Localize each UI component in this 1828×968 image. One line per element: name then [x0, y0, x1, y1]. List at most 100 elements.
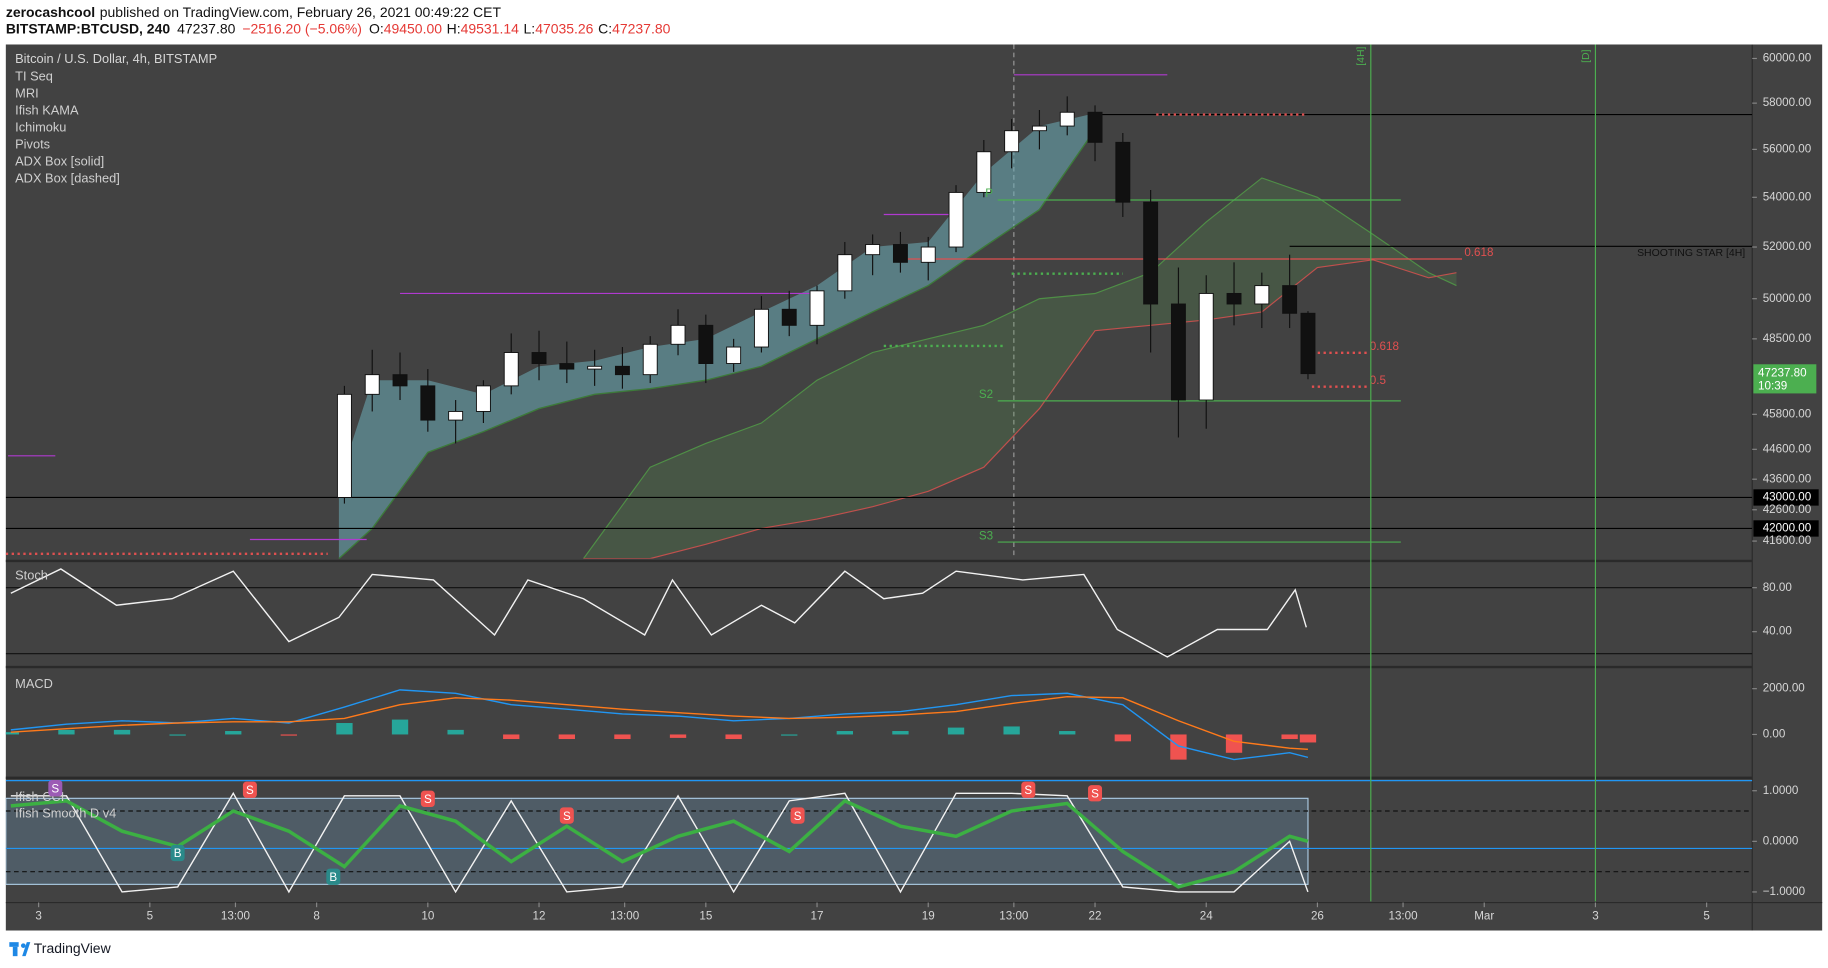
- signal-label: B: [329, 871, 337, 884]
- histogram-bar: [781, 734, 798, 736]
- signal-label: S: [424, 793, 432, 806]
- candle-body: [1087, 111, 1103, 143]
- cloud-span-b: [583, 259, 1457, 559]
- y-tick-label: 42600.00: [1763, 503, 1812, 516]
- histogram-bar: [391, 719, 409, 735]
- candle-body: [920, 246, 936, 263]
- logo-shape: [22, 942, 31, 957]
- signal-badge: [790, 807, 805, 824]
- pane: [5, 780, 1753, 894]
- level-label: P: [985, 187, 993, 200]
- histogram-bar: [1281, 734, 1298, 740]
- x-tick-label: 12: [533, 910, 546, 923]
- x-tick-label: 24: [1200, 910, 1213, 923]
- y-tick-label: 60000.00: [1763, 52, 1812, 65]
- histogram-bar: [1059, 731, 1076, 735]
- histogram-bar: [1003, 726, 1020, 735]
- vertical-marker-label: [4H]: [1356, 46, 1367, 65]
- candle-body: [336, 393, 352, 498]
- histogram-bar: [113, 729, 131, 735]
- x-tick-label: 17: [811, 910, 824, 923]
- cloud-span-a: [583, 177, 1457, 559]
- level-label: SHOOTING STAR [4H]: [1637, 248, 1745, 259]
- signal-badge: [48, 780, 63, 797]
- histogram-bar: [1170, 734, 1187, 760]
- ohlc-key: O:: [369, 20, 384, 36]
- candle-body: [948, 191, 964, 248]
- signal-label: S: [51, 782, 59, 795]
- y-tick-label: 50000.00: [1763, 292, 1812, 305]
- candle-body: [753, 308, 769, 348]
- signal-label: S: [1091, 788, 1099, 801]
- x-tick-label: 22: [1089, 910, 1102, 923]
- brand: TradingView: [34, 940, 112, 956]
- series-line: [10, 791, 1309, 894]
- indicator-name: ADX Box [solid]: [15, 154, 104, 169]
- x-tick-label: 3: [1592, 910, 1598, 923]
- ohlc-key: L:: [524, 20, 536, 36]
- histogram-bar: [1114, 734, 1131, 742]
- signal-label: S: [794, 810, 802, 823]
- published: published on TradingView.com, February 2…: [100, 4, 502, 20]
- pane: [5, 568, 1753, 658]
- logo-shape: [12, 946, 18, 957]
- histogram-bar: [225, 731, 242, 735]
- price: 47237.80: [177, 20, 235, 36]
- candle-body: [1226, 292, 1242, 305]
- signal-badge: [1088, 785, 1103, 802]
- countdown: 10:39: [1758, 380, 1787, 393]
- candle-body: [809, 290, 825, 326]
- histogram-bar: [1299, 734, 1317, 743]
- signal-label: S: [1024, 784, 1032, 797]
- ohlc-value: 49531.14: [461, 20, 519, 36]
- y-tick-label: 40.00: [1763, 625, 1793, 638]
- histogram-bar: [280, 734, 297, 736]
- candle-body: [1143, 201, 1159, 305]
- y-tick-label: 44600.00: [1763, 442, 1812, 455]
- x-tick-label: 13:00: [221, 910, 251, 923]
- signal-badge: [420, 790, 435, 807]
- last-price-tag: [1753, 364, 1817, 394]
- candle-body: [1115, 141, 1131, 203]
- indicator-name: MRI: [15, 86, 38, 101]
- histogram-bar: [169, 734, 186, 736]
- ohlc-value: 49450.00: [384, 20, 442, 36]
- x-tick-label: 5: [147, 910, 153, 923]
- candle-body: [1254, 285, 1270, 305]
- logo-shape: [9, 942, 19, 947]
- candle-body: [642, 343, 658, 376]
- histogram-bar: [614, 734, 631, 740]
- y-tick-label: −1.0000: [1763, 885, 1806, 898]
- candle-body: [726, 346, 742, 365]
- x-tick-label: 13:00: [610, 910, 640, 923]
- level-label: 0.618: [1370, 340, 1399, 353]
- candle-body: [1198, 292, 1214, 401]
- change: −2516.20 (−5.06%): [242, 20, 362, 36]
- candle-body: [475, 385, 491, 412]
- y-tick-label: 54000.00: [1763, 190, 1812, 203]
- y-tick-label: 41600.00: [1763, 534, 1812, 547]
- candle-body: [976, 151, 992, 193]
- series-line: [10, 798, 1309, 889]
- x-tick-label: Mar: [1474, 910, 1494, 923]
- candle-body: [698, 324, 714, 365]
- histogram-bar: [503, 734, 520, 740]
- candle-body: [364, 374, 380, 395]
- y-tick-label: 48500.00: [1763, 332, 1812, 345]
- histogram-bar: [1225, 734, 1243, 753]
- candle-body: [420, 385, 436, 421]
- candle-body: [1170, 303, 1186, 401]
- histogram-bar: [5, 732, 19, 735]
- level-label: 0.618: [1464, 246, 1493, 259]
- vertical-marker-label: [D]: [1581, 49, 1592, 62]
- candle-body: [1300, 312, 1316, 375]
- histogram-bar: [725, 734, 742, 740]
- pane: [5, 44, 1753, 559]
- band-fill: [583, 177, 1457, 559]
- candle-body: [559, 363, 575, 370]
- histogram-bar: [669, 734, 687, 738]
- x-tick-label: 13:00: [999, 910, 1029, 923]
- ohlc-key: C:: [598, 20, 612, 36]
- candle-body: [781, 308, 797, 326]
